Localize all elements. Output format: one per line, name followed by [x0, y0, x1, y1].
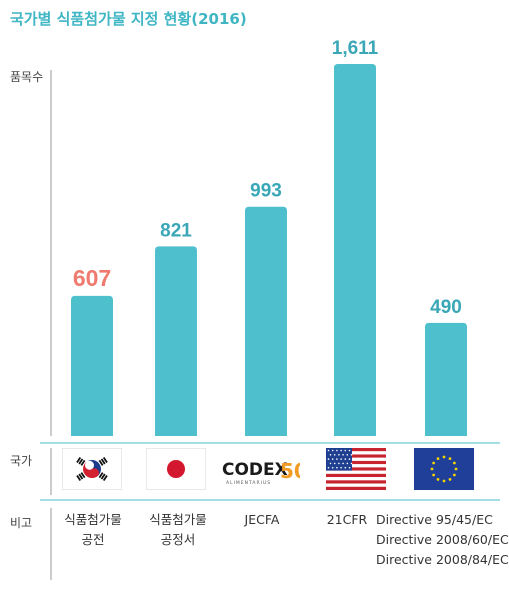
codex-logo-number: 50	[280, 459, 300, 483]
codex-logo-text: CODEX	[222, 460, 288, 480]
value-label-eu: 490	[430, 297, 462, 318]
y-axis-label: 품목수	[10, 70, 44, 84]
remark-row-label: 비고	[10, 516, 33, 530]
remark-usa: 21CFR	[326, 512, 368, 527]
value-label-usa: 1,611	[332, 38, 379, 59]
remark-korea: 식품첨가물 공전	[64, 512, 122, 547]
remark-jecfa: JECFA	[244, 512, 280, 527]
value-label-japan: 821	[160, 220, 192, 241]
bar-korea	[71, 295, 113, 436]
codex-logo-subtext: ALIMENTARIUS	[226, 480, 271, 486]
remark-eu: Directive 95/45/EC Directive 2008/60/EC …	[376, 512, 509, 567]
bar-usa	[334, 64, 376, 436]
remark-japan: 식품첨가물 공정서	[149, 512, 207, 547]
japan-flag-icon	[146, 448, 206, 490]
chart-title: 국가별 식품첨가물 지정 현황(2016)	[10, 10, 247, 28]
eu-flag-icon	[414, 448, 474, 490]
value-label-jecfa: 993	[250, 181, 282, 202]
usa-flag-icon	[326, 448, 386, 490]
bar-eu	[425, 322, 467, 436]
value-label-korea: 607	[73, 265, 111, 291]
korea-flag-icon	[62, 448, 122, 490]
country-row-label: 국가	[10, 454, 33, 468]
codex-logo-icon: CODEX 50 ALIMENTARIUS	[222, 459, 300, 486]
bar-jecfa	[245, 206, 287, 436]
bar-japan	[155, 246, 197, 436]
